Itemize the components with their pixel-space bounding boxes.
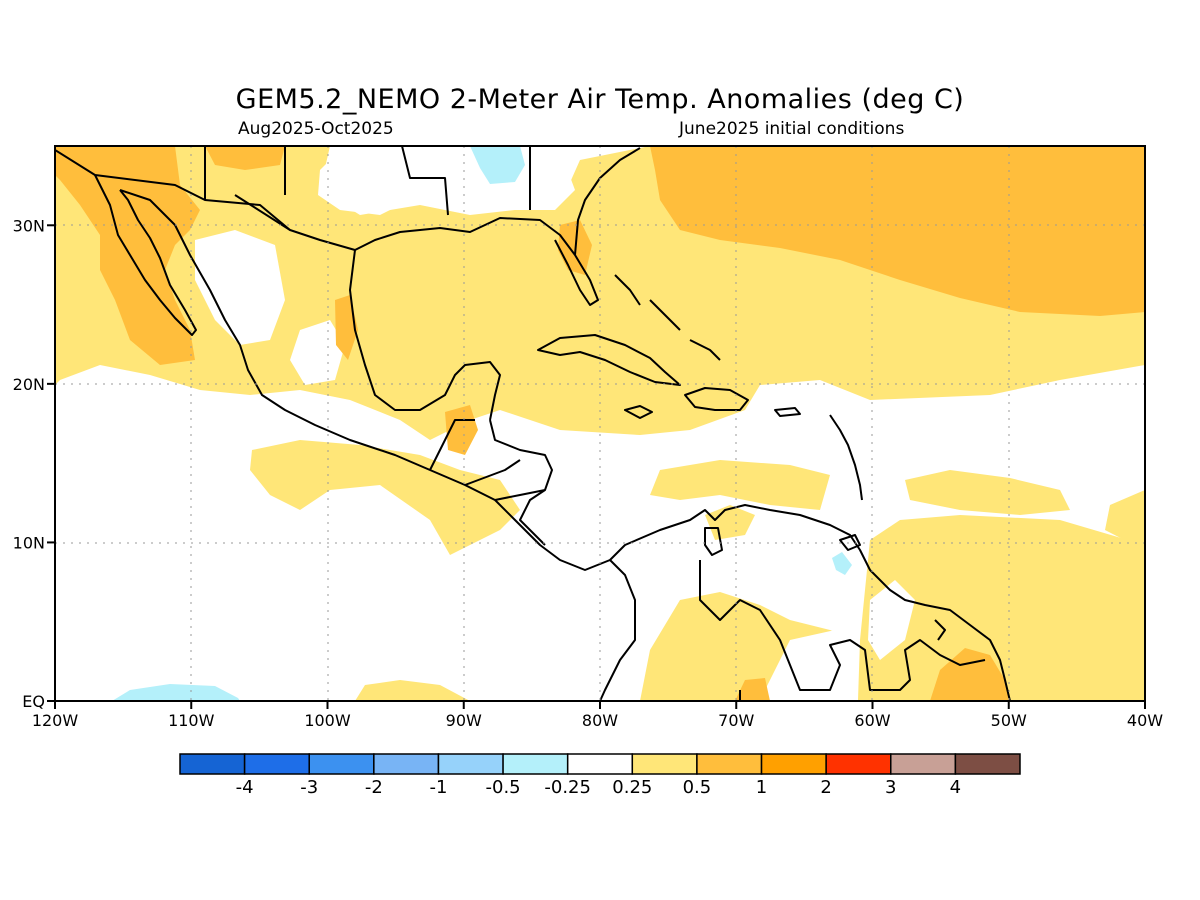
lat-tick-label: 30N [13,216,45,235]
lon-tick-label: 50W [991,711,1027,730]
lon-tick-label: 40W [1127,711,1163,730]
colorbar-swatch [631,753,698,775]
colorbar-swatch [890,753,957,775]
lon-tick-label: 110W [168,711,215,730]
colorbar-swatch [373,753,440,775]
colorbar-label: 0.25 [612,777,652,798]
lon-tick-label: 80W [582,711,618,730]
lon-tick-label: 120W [32,711,79,730]
colorbar: -4 -3 -2 -1 -0.5 -0.25 0.25 0.5 1 2 3 4 [179,753,1021,798]
lat-tick-label: 10N [13,533,45,552]
colorbar-swatch [825,753,892,775]
lon-tick-label: 100W [304,711,351,730]
longitude-axis: 120W 110W 100W 90W 80W 70W 60W 50W 40W [32,701,1163,730]
colorbar-label: -0.25 [544,777,591,798]
map-title: GEM5.2_NEMO 2-Meter Air Temp. Anomalies … [235,84,965,115]
colorbar-label: 1 [756,777,767,798]
graticule [55,146,1145,701]
anomaly-light-blue-regions [112,146,852,701]
colorbar-label: -2 [365,777,383,798]
forecast-period: Aug2025-Oct2025 [238,119,394,139]
lon-tick-label: 70W [718,711,754,730]
colorbar-swatch [954,753,1021,775]
colorbar-label: -0.5 [486,777,521,798]
colorbar-swatch [760,753,827,775]
colorbar-swatch [437,753,504,775]
initial-conditions: June2025 initial conditions [679,119,905,139]
colorbar-swatch [502,753,569,775]
colorbar-swatch [243,753,310,775]
lat-tick-label: 20N [13,375,45,394]
colorbar-label: 2 [820,777,831,798]
colorbar-swatch [566,753,634,775]
colorbar-label: -4 [236,777,254,798]
colorbar-swatch [308,753,375,775]
lon-tick-label: 60W [854,711,890,730]
latitude-axis: EQ 10N 20N 30N [13,216,55,711]
coastlines [55,146,1011,701]
colorbar-label: -1 [429,777,447,798]
colorbar-label: -3 [300,777,318,798]
anomaly-map [55,146,1145,701]
colorbar-label: 3 [885,777,896,798]
colorbar-label: 4 [950,777,961,798]
colorbar-swatch [179,753,246,775]
lat-tick-label: EQ [22,692,45,711]
lon-tick-label: 90W [446,711,482,730]
colorbar-label: 0.5 [683,777,712,798]
colorbar-swatch [696,753,763,775]
